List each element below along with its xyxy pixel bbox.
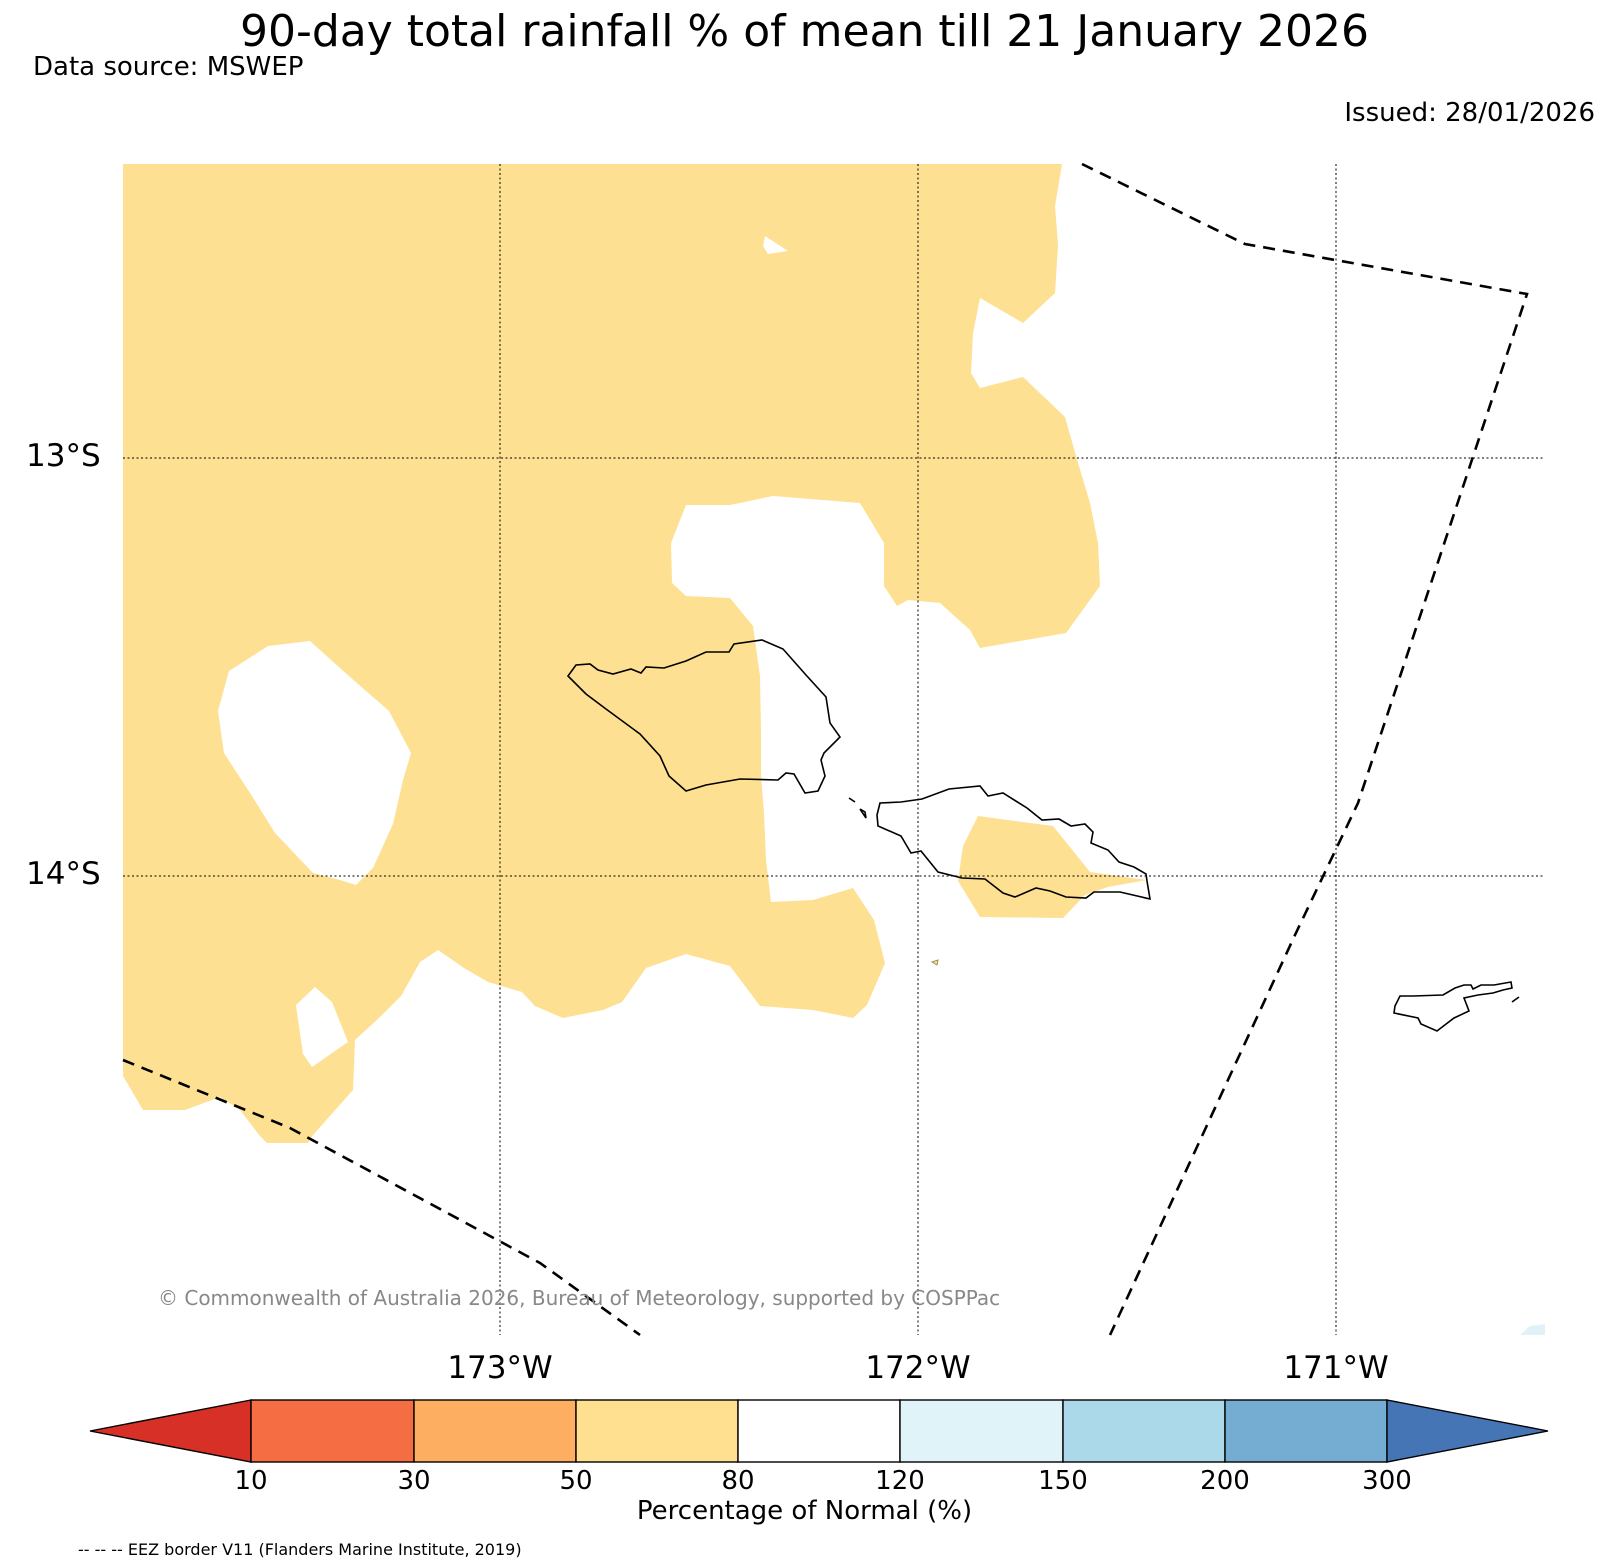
colorbar-bin-80-120 — [737, 1399, 901, 1463]
colorbar-tick: 150 — [1038, 1466, 1088, 1496]
eez-borders — [122, 162, 1529, 1337]
colorbar-tick: 120 — [875, 1466, 925, 1496]
data-source-label: Data source: MSWEP — [33, 52, 304, 82]
islet-marker — [930, 959, 939, 966]
colorbar-bin-150-200 — [1062, 1399, 1226, 1463]
colorbar-extend-low — [89, 1399, 252, 1463]
colorbar-bin-30-50 — [413, 1399, 577, 1463]
rainfall-50-80-upolu — [958, 816, 1147, 918]
colorbar-tick: 50 — [559, 1466, 593, 1496]
colorbar — [89, 1399, 1549, 1463]
colorbar-bin-200-300 — [1224, 1399, 1388, 1463]
lat-label-13s: 13°S — [26, 438, 101, 474]
colorbar-tick: 80 — [721, 1466, 755, 1496]
colorbar-extend-high — [1386, 1399, 1549, 1463]
colorbar-tick: 300 — [1362, 1466, 1412, 1496]
colorbar-tick: 30 — [397, 1466, 431, 1496]
savaii-coastline — [566, 639, 842, 794]
tutuila-coastline — [1393, 981, 1520, 1032]
coastlines — [566, 639, 1520, 1032]
rainfall-120-150-region — [1520, 1324, 1545, 1335]
colorbar-bin-120-150 — [899, 1399, 1064, 1463]
map-title: 90-day total rainfall % of mean till 21 … — [239, 6, 1370, 57]
eez-legend-note: -- -- -- EEZ border V11 (Flanders Marine… — [78, 1540, 522, 1559]
issued-date-label: Issued: 28/01/2026 — [1344, 98, 1595, 128]
gridlines — [123, 164, 1545, 1335]
upolu-coastline — [848, 785, 1151, 901]
lon-label-171w: 171°W — [1283, 1350, 1389, 1386]
colorbar-title: Percentage of Normal (%) — [636, 1496, 973, 1526]
colorbar-tick: 10 — [234, 1466, 268, 1496]
colorbar-bin-50-80 — [575, 1399, 739, 1463]
colorbar-tick: 200 — [1200, 1466, 1250, 1496]
lon-label-172w: 172°W — [865, 1350, 971, 1386]
lat-label-14s: 14°S — [26, 856, 101, 892]
colorbar-bin-10-30 — [250, 1399, 415, 1463]
rainfall-50-80-region — [123, 164, 1100, 1143]
lon-label-173w: 173°W — [447, 1350, 553, 1386]
copyright-notice: © Commonwealth of Australia 2026, Bureau… — [158, 1286, 1001, 1310]
